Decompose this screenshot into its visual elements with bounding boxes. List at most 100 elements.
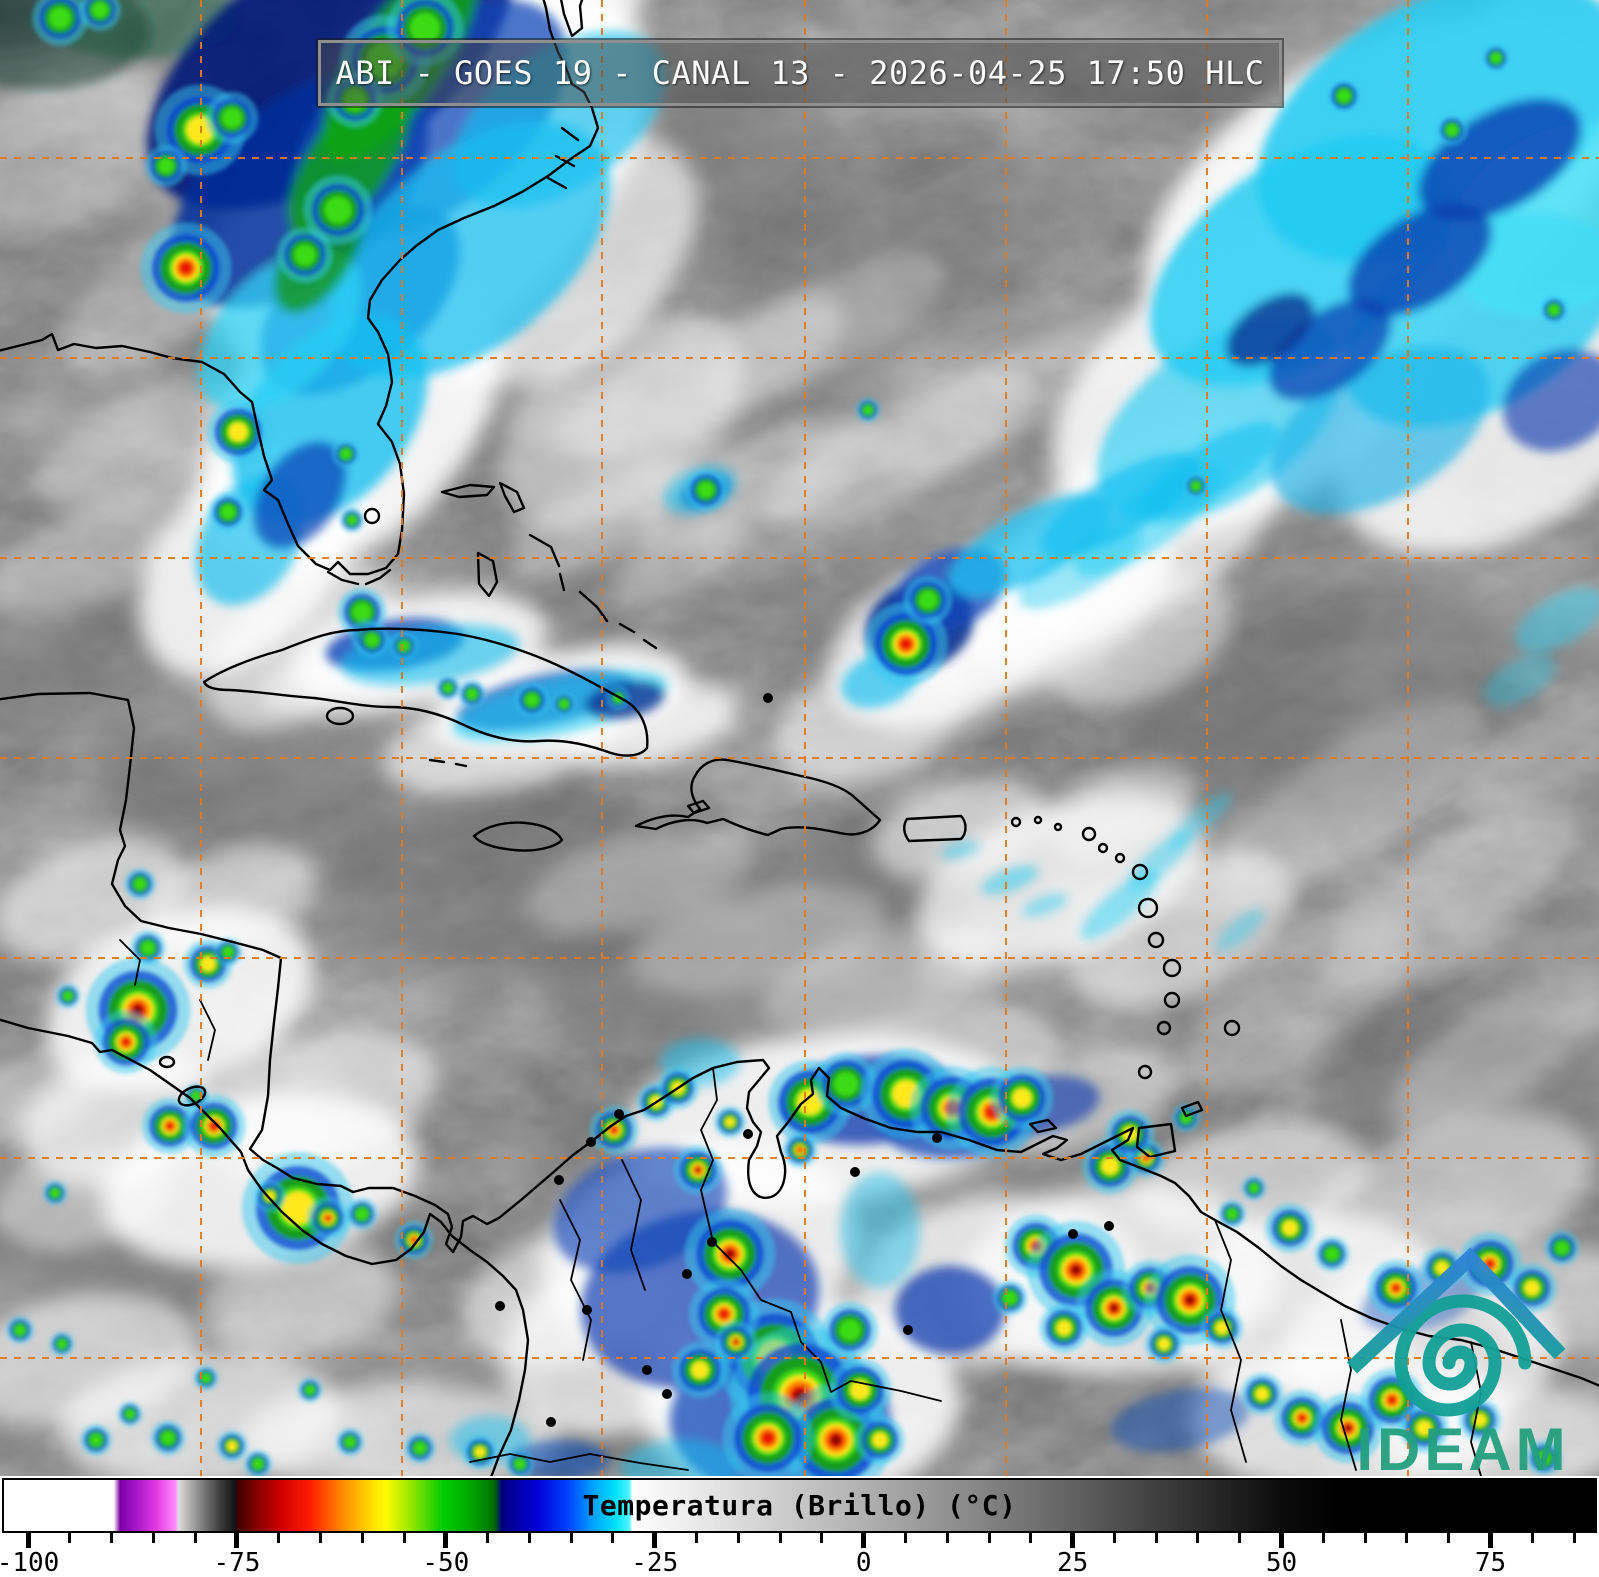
storm-red: [797, 1147, 803, 1153]
coast-isla-juventud: [325, 706, 355, 726]
storm-yellow: [850, 1380, 870, 1400]
storm-dark-red: [1071, 1265, 1081, 1275]
lesser-antilles-islands: [363, 507, 1241, 1080]
city-markers: [495, 693, 1114, 1427]
coast-caymans: [428, 758, 468, 768]
white-cloud: [143, 845, 317, 955]
storm-dark-red: [831, 1435, 841, 1445]
dark-patch: [100, 690, 400, 850]
storm-bright-green: [514, 1458, 526, 1470]
cold-cloud: [895, 1266, 1005, 1354]
colorbar-major-tick: [652, 1533, 658, 1548]
storm-bright-green: [410, 13, 440, 43]
storm-bright-green: [443, 683, 453, 693]
storm-yellow: [227, 1441, 237, 1451]
white-cloud: [872, 778, 1048, 882]
storm-bright-green: [63, 991, 73, 1001]
coast-bahamas: [440, 481, 658, 650]
cold-cloud: [1018, 527, 1142, 609]
storm-red: [178, 260, 194, 276]
colorbar-minor-tick: [569, 1533, 573, 1543]
colorbar-minor-tick: [193, 1533, 197, 1543]
storm-dark-red: [734, 1340, 738, 1344]
island-outline: [1137, 897, 1159, 919]
white-cloud: [1461, 690, 1599, 810]
storm-dark-red: [695, 1167, 701, 1173]
storm-bright-green: [1325, 1247, 1339, 1261]
storm-bright-green: [1490, 52, 1502, 64]
storm-dark-red: [1186, 1296, 1194, 1304]
white-cloud: [1390, 965, 1599, 1135]
cold-cloud: [940, 840, 980, 860]
white-cloud: [1043, 765, 1197, 855]
white-cloud: [201, 1243, 399, 1357]
cold-cloud: [620, 1440, 740, 1476]
storm-yellow: [1215, 1321, 1229, 1335]
storm-yellow: [200, 956, 216, 972]
colorbar-minor-tick: [1405, 1533, 1409, 1543]
storm-yellow: [872, 1432, 888, 1448]
border-honduras-nicaragua: [119, 939, 216, 1061]
city-dot: [582, 1305, 592, 1315]
storm-bright-green: [125, 1409, 135, 1419]
city-dot: [1104, 1221, 1114, 1231]
colorbar-minor-tick: [110, 1533, 114, 1543]
island-outline: [1131, 863, 1149, 881]
storm-red: [324, 1214, 332, 1222]
storm-red: [1387, 1395, 1397, 1405]
border-colombia-south: [469, 1453, 689, 1471]
cold-cloud: [1022, 893, 1068, 917]
white-cloud: [694, 253, 946, 407]
white-cloud: [0, 501, 173, 619]
white-cloud: [1215, 697, 1485, 903]
storm-bright-green: [340, 448, 352, 460]
storm-bright-green: [220, 504, 236, 520]
title-bar: ABI - GOES 19 - CANAL 13 - 2026-04-25 17…: [318, 40, 1282, 106]
cold-cloud: [1140, 422, 1280, 518]
colorbar-minor-tick: [318, 1533, 322, 1543]
island-outline: [1097, 842, 1109, 854]
colorbar-tick-label: 75: [1474, 1548, 1507, 1577]
inland-borders: [119, 939, 1482, 1476]
border-colombia-venezuela: [700, 1067, 942, 1402]
island-outline: [363, 507, 381, 525]
coast-yucatan-centam-southam: [0, 691, 1599, 1387]
white-cloud: [202, 1029, 438, 1171]
storm-bright-green: [1445, 123, 1459, 137]
island-outline: [1010, 816, 1022, 828]
storm-bright-green: [352, 602, 372, 622]
storm-red: [899, 637, 913, 651]
storm-bright-green: [252, 1458, 264, 1470]
storm-bright-green: [14, 1324, 26, 1336]
storm-yellow: [265, 1191, 275, 1201]
colorbar-minor-tick: [1196, 1533, 1200, 1543]
storm-bright-green: [1191, 481, 1201, 491]
storm-bright-green: [918, 590, 938, 610]
colorbar-minor-tick: [820, 1533, 824, 1543]
storm-red: [1297, 1413, 1307, 1423]
colorbar-major-tick: [234, 1533, 240, 1548]
colorbar-title: Temperatura (Brillo) (°C): [582, 1489, 1017, 1522]
storm-bright-green: [324, 196, 352, 224]
island-outline: [1033, 815, 1043, 825]
storm-yellow: [797, 1089, 823, 1115]
coast-us-gulf-atlantic: [0, 0, 600, 576]
cold-cloud: [1348, 203, 1492, 317]
white-cloud: [639, 413, 881, 547]
city-dot: [546, 1417, 556, 1427]
cold-cloud: [1226, 293, 1314, 367]
storm-yellow: [725, 1117, 735, 1127]
storm-yellow: [691, 1361, 709, 1379]
city-dot: [614, 1109, 624, 1119]
white-cloud: [874, 323, 1126, 477]
cold-cloud: [1515, 587, 1599, 653]
storm-bright-green: [305, 1385, 315, 1395]
coast-gonave: [686, 799, 711, 815]
city-dot: [554, 1175, 564, 1185]
lake-managua: [158, 1055, 176, 1069]
colorbar-major-tick: [443, 1533, 449, 1548]
ideam-logo: IDEAM: [1346, 1247, 1566, 1476]
colorbar-tick-label: -25: [631, 1548, 679, 1577]
city-dot: [586, 1137, 596, 1147]
